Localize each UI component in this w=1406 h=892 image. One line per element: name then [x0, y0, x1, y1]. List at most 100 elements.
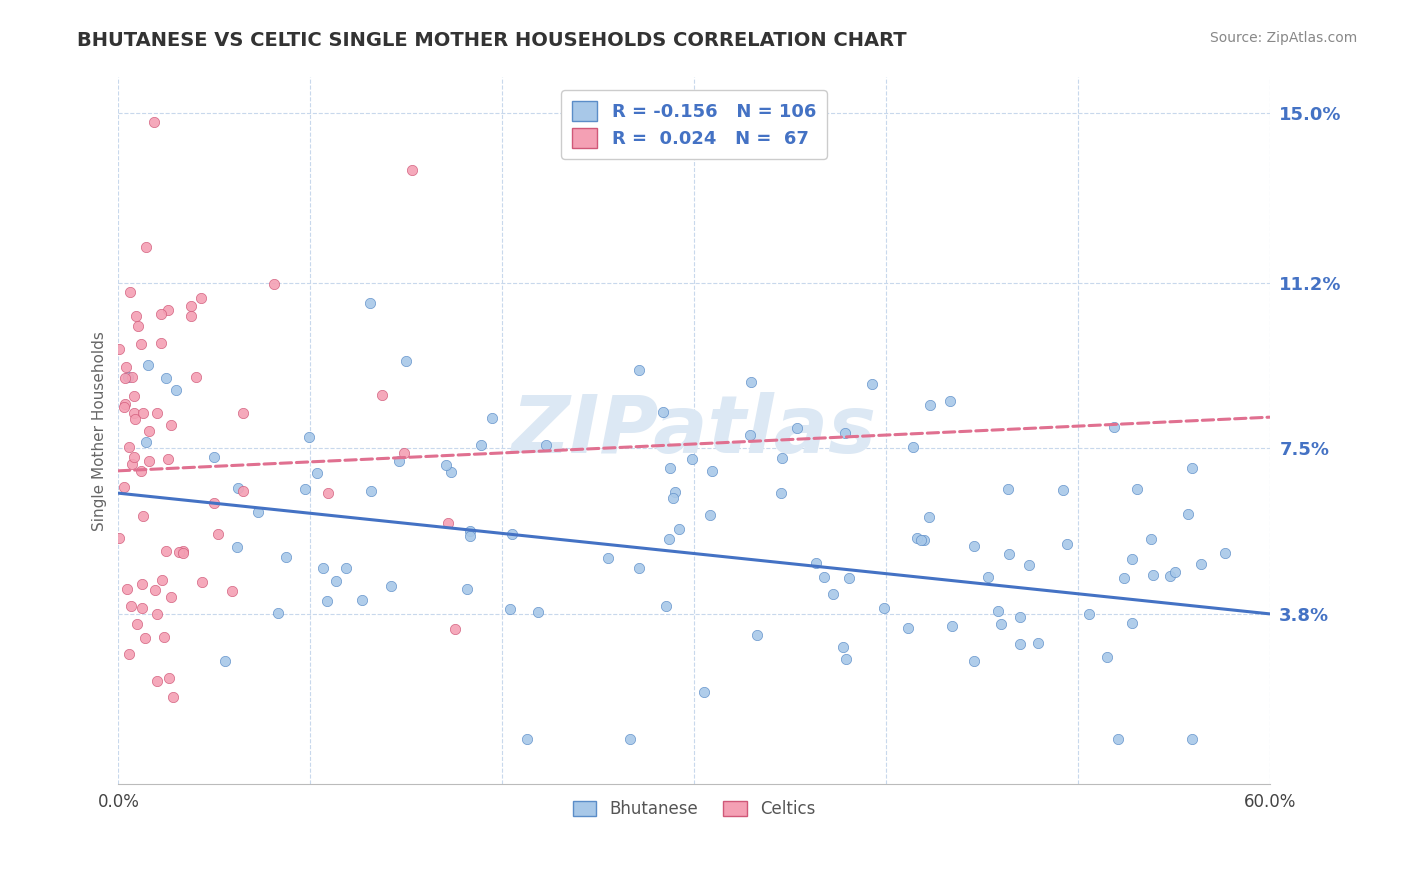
Point — [142, 115, 165, 129]
Point — [872, 601, 894, 615]
Point — [401, 162, 423, 177]
Point — [108, 343, 131, 357]
Point — [121, 457, 143, 471]
Point — [214, 654, 236, 668]
Point — [380, 579, 402, 593]
Point — [745, 628, 768, 642]
Point — [190, 574, 212, 589]
Point — [740, 428, 762, 442]
Point — [207, 527, 229, 541]
Point — [124, 406, 146, 420]
Point — [316, 594, 339, 608]
Point — [165, 383, 187, 397]
Point — [1181, 732, 1204, 747]
Point — [963, 539, 986, 553]
Point — [138, 453, 160, 467]
Point — [131, 600, 153, 615]
Point — [662, 491, 685, 505]
Point — [1107, 732, 1129, 747]
Point — [990, 617, 1012, 632]
Point — [298, 430, 321, 444]
Point — [120, 285, 142, 300]
Point — [167, 545, 190, 559]
Point — [481, 410, 503, 425]
Point — [172, 544, 194, 558]
Point — [770, 485, 793, 500]
Point — [997, 482, 1019, 496]
Point — [162, 690, 184, 704]
Point — [145, 607, 167, 621]
Point — [129, 464, 152, 478]
Point — [1125, 482, 1147, 496]
Point — [440, 466, 463, 480]
Point — [370, 388, 392, 402]
Point — [499, 602, 522, 616]
Point — [135, 240, 157, 254]
Point — [152, 630, 174, 644]
Point — [124, 389, 146, 403]
Point — [129, 336, 152, 351]
Point — [121, 370, 143, 384]
Point — [232, 484, 254, 499]
Point — [157, 302, 180, 317]
Point — [443, 623, 465, 637]
Point — [117, 370, 139, 384]
Point — [941, 619, 963, 633]
Point — [145, 674, 167, 689]
Point — [740, 375, 762, 389]
Point — [186, 370, 208, 384]
Point — [125, 617, 148, 632]
Point — [155, 370, 177, 384]
Point — [658, 461, 681, 475]
Point — [274, 549, 297, 564]
Point — [172, 546, 194, 560]
Point — [693, 685, 716, 699]
Point — [134, 632, 156, 646]
Point — [114, 397, 136, 411]
Legend: Bhutanese, Celtics: Bhutanese, Celtics — [567, 794, 823, 825]
Point — [918, 509, 941, 524]
Point — [987, 604, 1010, 618]
Point — [786, 421, 808, 435]
Point — [118, 647, 141, 661]
Point — [1052, 483, 1074, 498]
Point — [180, 310, 202, 324]
Point — [627, 363, 650, 377]
Point — [149, 307, 172, 321]
Point — [628, 560, 651, 574]
Point — [1095, 649, 1118, 664]
Point — [325, 574, 347, 588]
Point — [460, 524, 482, 539]
Point — [1112, 571, 1135, 585]
Y-axis label: Single Mother Households: Single Mother Households — [93, 331, 107, 531]
Point — [456, 582, 478, 596]
Point — [294, 482, 316, 496]
Point — [1026, 636, 1049, 650]
Point — [266, 607, 288, 621]
Point — [190, 292, 212, 306]
Point — [903, 440, 925, 454]
Point — [112, 479, 135, 493]
Point — [1164, 565, 1187, 579]
Point — [437, 516, 460, 530]
Point — [1078, 607, 1101, 621]
Point — [149, 336, 172, 351]
Point — [664, 485, 686, 500]
Point — [1142, 568, 1164, 582]
Point — [135, 435, 157, 450]
Point — [316, 486, 339, 500]
Point — [860, 376, 883, 391]
Point — [1140, 533, 1163, 547]
Point — [115, 582, 138, 596]
Point — [434, 458, 457, 472]
Point — [335, 561, 357, 575]
Point — [652, 405, 675, 419]
Point — [1159, 569, 1181, 583]
Point — [831, 640, 853, 655]
Point — [122, 450, 145, 464]
Point — [897, 621, 920, 635]
Point — [770, 450, 793, 465]
Point — [527, 605, 550, 619]
Point — [352, 593, 374, 607]
Point — [157, 452, 180, 467]
